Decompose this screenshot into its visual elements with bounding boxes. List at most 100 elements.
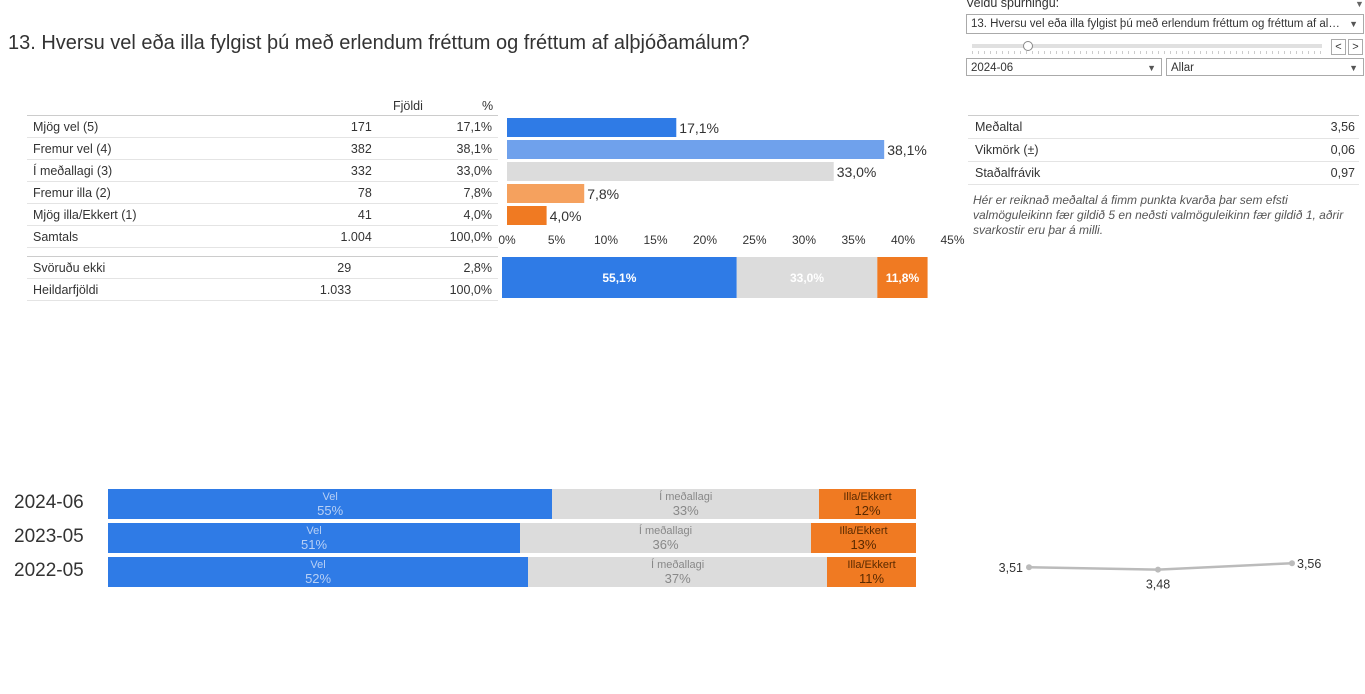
mean-note: Hér er reiknað meðaltal á fimm punkta kv… <box>973 193 1344 237</box>
trend-bar: Vel 51% Í meðallagi 36% Illa/Ekkert 13% <box>108 523 916 553</box>
stacked-segment <box>736 257 878 298</box>
trend-segment: Vel 51% <box>108 523 521 553</box>
stat-label: Staðalfrávik <box>968 161 1248 185</box>
chevron-down-icon: ▼ <box>1349 19 1358 29</box>
point-label: 3,48 <box>1146 578 1170 592</box>
previous-button[interactable]: < <box>1331 39 1346 55</box>
segment-name: Illa/Ekkert <box>843 491 892 503</box>
table-row: Mjög vel (5) 171 17,1% <box>27 115 498 138</box>
stat-label: Meðaltal <box>968 115 1248 139</box>
question-select[interactable]: 13. Hversu vel eða illa fylgist þú með e… <box>966 14 1364 34</box>
segment-pct: 12% <box>854 503 881 518</box>
table-row: Heildarfjöldi 1.033 100,0% <box>27 278 498 301</box>
stat-value: 0,97 <box>1247 161 1359 185</box>
next-button[interactable]: > <box>1348 39 1363 55</box>
line-point <box>1155 566 1161 573</box>
table-row: Samtals 1.004 100,0% <box>27 225 498 248</box>
row-count: 1.033 <box>245 278 358 301</box>
page-title: 13. Hversu vel eða illa fylgist þú með e… <box>8 32 750 54</box>
row-pct: 100,0% <box>357 278 498 301</box>
x-tick-label: 0% <box>498 233 516 247</box>
row-count: 332 <box>282 159 378 182</box>
row-pct: 38,1% <box>377 137 498 160</box>
stat-label: Vikmörk (±) <box>968 138 1248 162</box>
table-row: Mjög illa/Ekkert (1) 41 4,0% <box>27 203 498 226</box>
question-select-value: 13. Hversu vel eða illa fylgist þú með e… <box>971 18 1345 30</box>
row-label: Samtals <box>27 225 283 248</box>
segment-name: Illa/Ekkert <box>839 525 888 537</box>
segment-name: Í meðallagi <box>638 525 693 537</box>
distribution-bar-chart: 17,1% 38,1% 33,0% 7,8% 4,0% 0% 5% 10% 15% 20% 25% 3… <box>498 118 965 298</box>
segment-name: Í meðallagi <box>651 559 705 571</box>
segment-label: 11,8% <box>886 271 920 285</box>
period-select[interactable]: 2024-06 ▼ <box>966 58 1162 76</box>
trend-segment: Í meðallagi 36% <box>520 523 811 553</box>
segment-pct: 36% <box>652 537 679 552</box>
header-pct: % <box>482 99 494 113</box>
x-tick-label: 15% <box>643 233 667 247</box>
period-label: 2023-05 <box>14 526 84 547</box>
bar <box>507 184 585 203</box>
group-select[interactable]: Allar ▼ <box>1166 58 1364 76</box>
segment-name: Vel <box>306 525 322 537</box>
chevron-down-icon: ▼ <box>1147 63 1156 73</box>
x-tick-label: 25% <box>742 233 766 247</box>
row-label: Fremur vel (4) <box>27 137 283 160</box>
row-label: Mjög illa/Ekkert (1) <box>27 203 283 226</box>
point-label: 3,56 <box>1297 557 1321 571</box>
segment-name: Vel <box>322 491 338 503</box>
x-tick-label: 30% <box>792 233 816 247</box>
segment-name: Í meðallagi <box>659 491 713 503</box>
stacked-segment <box>502 257 737 298</box>
bar <box>507 206 547 225</box>
x-tick-label: 40% <box>891 233 915 247</box>
bar-label: 38,1% <box>887 142 927 158</box>
line-point <box>1289 560 1295 567</box>
x-tick-label: 45% <box>940 233 964 247</box>
question-label: Veldu spurningu: <box>966 0 1060 10</box>
row-count: 29 <box>245 256 358 279</box>
slider-handle[interactable] <box>1023 41 1033 51</box>
row-pct: 4,0% <box>377 203 498 226</box>
row-count: 171 <box>282 115 378 138</box>
stat-row: Staðalfrávik 0,97 <box>968 161 1359 185</box>
bar <box>507 140 885 159</box>
bar-label: 7,8% <box>587 186 619 202</box>
segment-pct: 37% <box>664 571 691 586</box>
row-count: 382 <box>282 137 378 160</box>
period-label: 2022-05 <box>14 560 84 581</box>
row-label: Í meðallagi (3) <box>27 159 283 182</box>
point-label: 3,51 <box>999 561 1023 575</box>
x-tick-label: 5% <box>548 233 566 247</box>
stat-value: 3,56 <box>1247 115 1359 139</box>
table-row: Fremur illa (2) 78 7,8% <box>27 181 498 204</box>
row-label: Heildarfjöldi <box>27 278 246 301</box>
chevron-down-icon: ▼ <box>1349 63 1358 73</box>
table-row: Svöruðu ekki 29 2,8% <box>27 256 498 279</box>
line-point <box>1026 564 1032 571</box>
segment-label: 55,1% <box>602 271 636 285</box>
x-tick-label: 10% <box>594 233 618 247</box>
bar <box>507 118 677 137</box>
period-select-value: 2024-06 <box>971 62 1014 74</box>
row-pct: 100,0% <box>377 225 498 248</box>
trend-segment: Vel 55% <box>108 489 553 519</box>
stat-row: Vikmörk (±) 0,06 <box>968 138 1359 162</box>
row-pct: 17,1% <box>377 115 498 138</box>
bar <box>507 162 834 181</box>
row-count: 78 <box>282 181 378 204</box>
period-slider[interactable] <box>972 44 1322 48</box>
row-pct: 33,0% <box>377 159 498 182</box>
chevron-down-icon[interactable]: ▼ <box>1355 0 1364 9</box>
row-count: 41 <box>282 203 378 226</box>
trend-segment: Í meðallagi 33% <box>552 489 820 519</box>
segment-pct: 51% <box>301 537 328 552</box>
segment-pct: 52% <box>305 571 332 586</box>
segment-pct: 33% <box>672 503 699 518</box>
segment-pct: 13% <box>850 537 877 552</box>
slider-ticks <box>972 51 1322 54</box>
stat-row: Meðaltal 3,56 <box>968 115 1359 139</box>
trend-segment: Vel 52% <box>108 557 529 587</box>
header-count: Fjöldi <box>393 99 423 113</box>
segment-name: Vel <box>310 559 326 571</box>
